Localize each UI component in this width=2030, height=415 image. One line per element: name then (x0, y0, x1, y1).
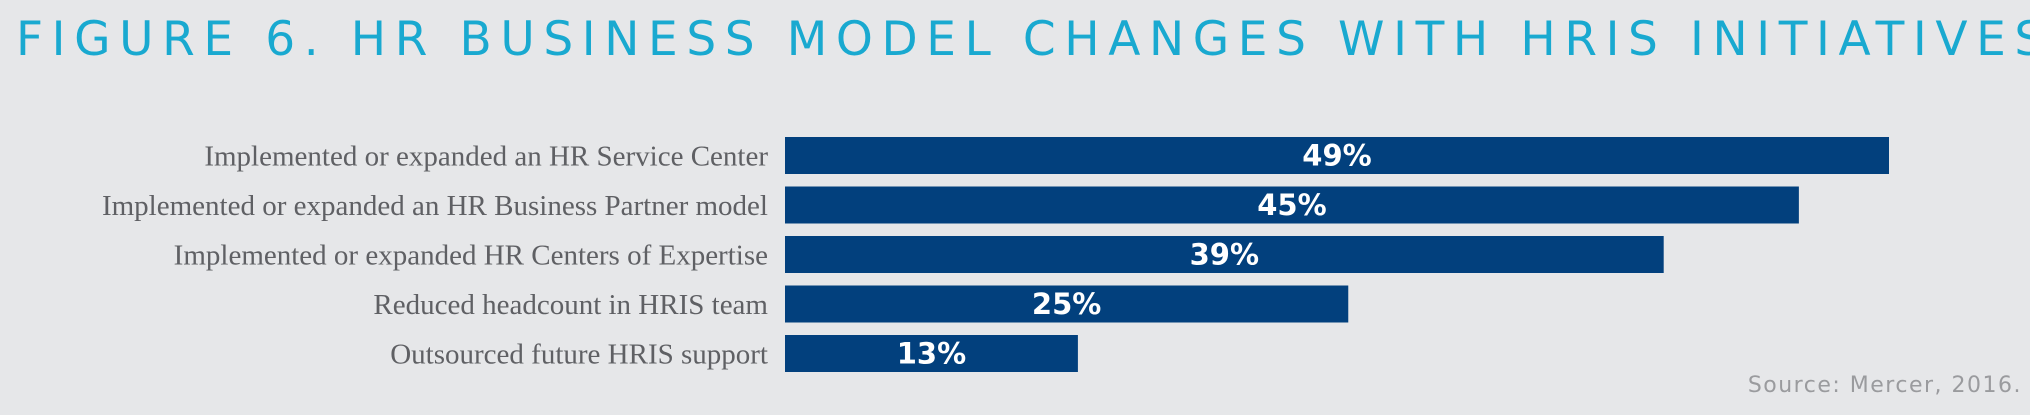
category-label: Implemented or expanded an HR Service Ce… (204, 141, 768, 173)
bars-layer: 49% Implemented or expanded an HR Service… (102, 137, 1889, 372)
source-note: Source: Mercer, 2016. (1747, 373, 2022, 398)
bar (785, 186, 1799, 224)
bar (785, 137, 1889, 174)
data-label: 25% (1032, 287, 1101, 321)
data-label: 39% (1190, 238, 1259, 272)
chart-title: FIGURE 6. HR BUSINESS MODEL CHANGES WITH… (16, 12, 2030, 67)
category-label: Outsourced future HRIS support (390, 339, 768, 371)
bar (785, 335, 1078, 372)
category-label: Implemented or expanded an HR Business P… (102, 190, 768, 222)
category-label: Reduced headcount in HRIS team (373, 289, 768, 321)
data-label: 49% (1302, 139, 1371, 173)
data-label: 45% (1257, 188, 1326, 222)
bar (785, 285, 1349, 323)
data-label: 13% (897, 337, 966, 371)
category-label: Implemented or expanded HR Centers of Ex… (174, 240, 768, 272)
bar (785, 236, 1664, 273)
